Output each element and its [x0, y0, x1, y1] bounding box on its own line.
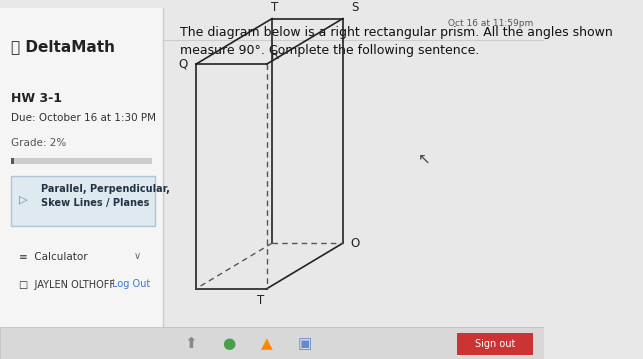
- Bar: [0, 8, 163, 359]
- Text: ∨: ∨: [133, 251, 140, 261]
- Text: 🎓 DeltaMath: 🎓 DeltaMath: [11, 39, 115, 55]
- Text: Q: Q: [179, 58, 188, 71]
- Text: Oct 16 at 11:59pm: Oct 16 at 11:59pm: [448, 19, 533, 28]
- Text: HW 3-1: HW 3-1: [11, 92, 62, 105]
- Text: Log Out: Log Out: [111, 279, 150, 289]
- Text: R: R: [271, 50, 279, 62]
- Text: ▲: ▲: [261, 336, 273, 351]
- Bar: [457, 333, 533, 355]
- Text: Parallel, Perpendicular,
Skew Lines / Planes: Parallel, Perpendicular, Skew Lines / Pl…: [41, 184, 170, 208]
- Bar: [0, 327, 544, 359]
- Text: The diagram below is a right rectangular prism. All the angles shown
measure 90°: The diagram below is a right rectangular…: [179, 25, 612, 57]
- Text: Due: October 16 at 1:30 PM: Due: October 16 at 1:30 PM: [11, 113, 156, 123]
- Text: T: T: [271, 1, 278, 14]
- Text: ▣: ▣: [298, 336, 312, 351]
- Text: □  JAYLEN OLTHOFF: □ JAYLEN OLTHOFF: [19, 280, 115, 290]
- Text: S: S: [351, 1, 358, 14]
- Text: Grade: 2%: Grade: 2%: [11, 138, 66, 148]
- Bar: [11, 158, 14, 164]
- Text: ●: ●: [222, 336, 235, 351]
- Text: ↖: ↖: [418, 151, 431, 167]
- Text: ≡  Calculator: ≡ Calculator: [19, 252, 87, 262]
- Text: ⬆: ⬆: [184, 336, 197, 351]
- Bar: [11, 177, 155, 225]
- Text: T: T: [257, 294, 264, 307]
- Text: Sign out: Sign out: [475, 339, 515, 349]
- Text: O: O: [350, 237, 359, 250]
- Bar: [11, 158, 152, 164]
- Text: ▷: ▷: [19, 194, 28, 204]
